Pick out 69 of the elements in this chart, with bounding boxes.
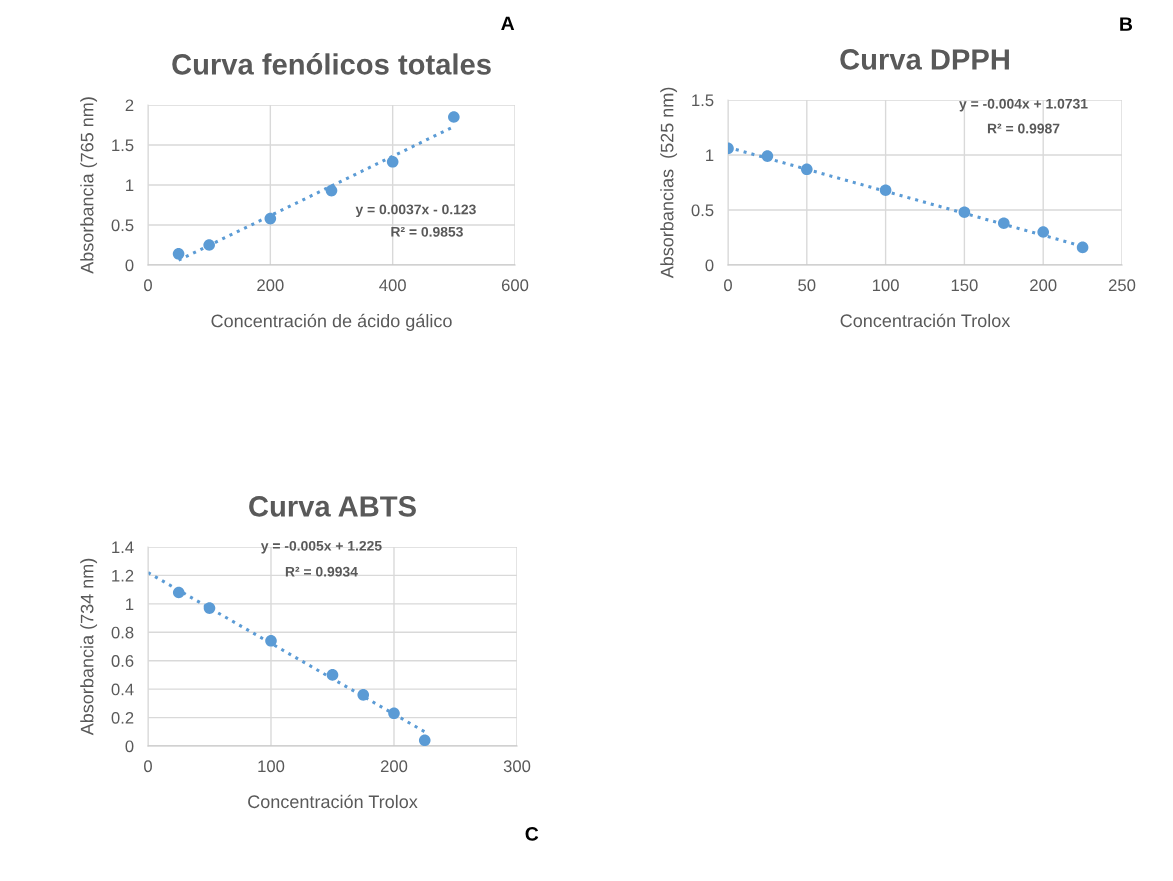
x-tick-label: 200: [1030, 279, 1057, 292]
y-tick-label: 1: [126, 179, 134, 192]
annotation: y = -0.004x + 1.0731: [959, 98, 1088, 112]
y-tick-label: 0: [125, 740, 134, 753]
x-tick-label: 200: [380, 760, 408, 773]
text: A: [501, 16, 515, 31]
point: [325, 184, 338, 197]
x-tick-label: 600: [501, 279, 529, 292]
y-tick-label: 1.5: [112, 139, 134, 152]
y-tick-label: 0.8: [111, 626, 134, 639]
x-tick-label: 50: [798, 279, 816, 292]
chart-title: Curva ABTS: [249, 496, 416, 517]
annotation: y = -0.005x + 1.225: [260, 540, 382, 554]
y-tick-label: 1.2: [112, 569, 134, 582]
y-tick-label: 1: [706, 149, 714, 162]
x-tick-label: 400: [379, 279, 406, 292]
y-tick-label: 0.4: [111, 683, 134, 696]
y-tick-label: 0.6: [111, 655, 134, 667]
point: [265, 635, 277, 647]
point: [800, 163, 813, 176]
y-tick-label: 0.5: [111, 219, 134, 232]
y-tick-label: 0.2: [111, 711, 134, 724]
point: [418, 734, 431, 746]
point: [879, 184, 892, 197]
x-tick-label: 0: [144, 279, 152, 292]
point: [1076, 241, 1089, 254]
y-tick-label: 0: [125, 259, 134, 272]
annotation: R² = 0.9987: [987, 123, 1060, 134]
y-axis-title: Absorbancia (765 nm): [80, 97, 98, 274]
point: [1037, 226, 1050, 238]
x-tick-label: 100: [258, 760, 285, 773]
point: [203, 602, 216, 614]
point: [326, 669, 339, 681]
point: [386, 155, 399, 168]
annotation: R² = 0.9934: [285, 566, 358, 577]
y-tick-label: 1.4: [112, 541, 134, 554]
chart-title: Curva DPPH: [840, 49, 1009, 70]
y-tick-label: 1.5: [692, 94, 714, 107]
x-axis-title: Concentración Trolox: [248, 794, 418, 809]
x-axis-title: Concentración Trolox: [840, 313, 1011, 328]
chart-title: Curva fenólicos totales: [172, 53, 491, 75]
point: [357, 689, 370, 701]
x-tick-label: 0: [144, 760, 152, 773]
y-tick-label: 2: [125, 99, 134, 112]
x-tick-label: 0: [724, 279, 732, 292]
y-tick-label: 0: [705, 259, 714, 272]
point: [448, 111, 460, 123]
point: [172, 586, 185, 599]
y-tick-label: 0.5: [691, 204, 714, 217]
point: [172, 247, 185, 260]
y-tick-label: 1: [126, 598, 134, 610]
point: [388, 707, 400, 720]
point: [761, 150, 774, 162]
point: [997, 217, 1010, 230]
y-axis-title: Absorbancias (525 nm): [660, 87, 678, 279]
x-tick-label: 150: [951, 279, 978, 292]
point: [264, 212, 277, 225]
text: B: [1120, 17, 1133, 31]
annotation: R² = 0.9853: [391, 226, 463, 237]
x-tick-label: 200: [257, 279, 284, 292]
x-tick-label: 250: [1108, 279, 1136, 292]
point: [958, 206, 971, 219]
point: [203, 239, 215, 251]
x-tick-label: 300: [503, 760, 531, 773]
text: C: [525, 827, 539, 841]
x-axis-title: Concentración de ácido gálico: [211, 313, 452, 331]
x-tick-label: 100: [872, 279, 899, 292]
y-axis-title: Absorbancia (734 nm): [80, 558, 98, 736]
annotation: y = 0.0037x - 0.123: [355, 204, 476, 218]
